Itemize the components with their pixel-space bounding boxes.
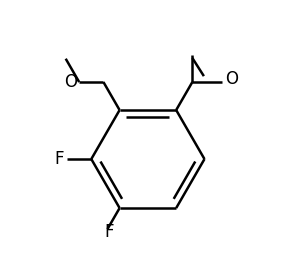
Text: O: O: [64, 73, 77, 91]
Text: F: F: [54, 150, 64, 168]
Text: F: F: [104, 223, 113, 241]
Text: O: O: [225, 70, 238, 88]
